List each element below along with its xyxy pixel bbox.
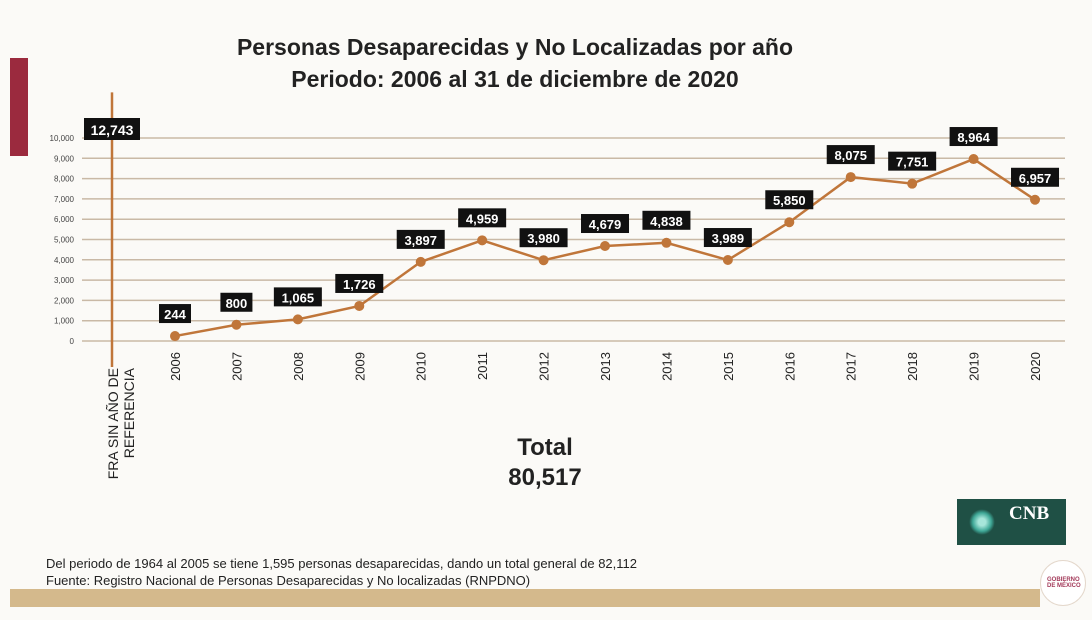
data-label: 800 <box>226 296 248 311</box>
data-point <box>722 255 733 266</box>
x-tick-label: 2010 <box>414 352 429 381</box>
y-tick-label: 10,000 <box>50 134 75 143</box>
data-point <box>292 314 303 325</box>
data-label-bg <box>949 127 998 147</box>
data-label-bg <box>888 151 937 171</box>
x-tick-label: 2020 <box>1028 352 1043 381</box>
x-tick-label: 2018 <box>905 352 920 381</box>
data-label-bg <box>826 145 875 165</box>
data-label-bg <box>273 287 322 307</box>
x-tick-label: 2012 <box>537 352 552 381</box>
x-tick-label: 2015 <box>721 352 736 381</box>
y-tick-label: 9,000 <box>54 154 75 163</box>
y-tick-label: 0 <box>70 337 75 346</box>
data-point <box>784 217 795 228</box>
data-label: 1,726 <box>343 277 376 292</box>
logo-mark-icon <box>969 509 995 535</box>
source: Fuente: Registro Nacional de Personas De… <box>46 573 531 588</box>
data-label-bg <box>519 228 568 248</box>
data-point <box>661 237 672 248</box>
data-point <box>170 331 180 342</box>
y-tick-label: 7,000 <box>54 195 75 204</box>
y-tick-label: 5,000 <box>54 236 75 245</box>
cnb-logo: CNB <box>957 499 1066 545</box>
total-label: Total <box>517 434 573 461</box>
footnote: Del periodo de 1964 al 2005 se tiene 1,5… <box>46 556 637 571</box>
x-tick-label: 2017 <box>844 352 859 381</box>
data-point <box>415 256 426 267</box>
data-label-bg <box>642 210 691 230</box>
data-label: 5,850 <box>773 193 806 208</box>
data-label: 4,838 <box>650 214 683 229</box>
data-point <box>845 172 856 183</box>
data-label: 6,957 <box>1019 171 1052 186</box>
y-tick-label: 1,000 <box>54 317 75 326</box>
data-point <box>477 235 488 246</box>
data-point <box>231 319 242 330</box>
data-label-bg <box>84 118 140 140</box>
data-label: 12,743 <box>91 122 134 138</box>
data-point <box>907 178 918 189</box>
data-label: 1,065 <box>282 290 315 305</box>
y-tick-label: 8,000 <box>54 175 75 184</box>
data-label: 3,980 <box>527 231 560 246</box>
y-tick-label: 6,000 <box>54 215 75 224</box>
x-tick-label: 2016 <box>782 352 797 381</box>
x-tick-label: 2006 <box>168 352 183 381</box>
chart-subtitle: Periodo: 2006 al 31 de diciembre de 2020 <box>291 66 739 92</box>
data-label-bg <box>396 229 445 249</box>
data-label-bg <box>765 190 814 210</box>
reference-label: REFERENCIA <box>121 367 137 458</box>
data-label-bg <box>703 228 752 248</box>
x-tick-label: 2007 <box>229 352 244 381</box>
gobierno-seal: GOBIERNO DE MÉXICO <box>1040 560 1086 606</box>
x-tick-label: 2011 <box>475 352 490 380</box>
data-label: 8,964 <box>957 130 990 145</box>
x-tick-label: 2013 <box>598 352 613 381</box>
chart-title: Personas Desaparecidas y No Localizadas … <box>236 34 794 60</box>
x-tick-label: 2008 <box>291 352 306 381</box>
data-label-bg <box>220 292 253 312</box>
data-label: 7,751 <box>896 155 929 170</box>
data-point <box>968 154 979 165</box>
x-tick-label: 2019 <box>967 352 982 381</box>
footer-band <box>10 589 1040 607</box>
reference-label: FRA SIN AÑO DE <box>105 368 121 479</box>
data-label: 4,959 <box>466 211 499 226</box>
x-tick-label: 2014 <box>659 352 674 381</box>
data-point <box>354 300 365 311</box>
logo-text: CNB <box>1009 503 1050 524</box>
y-tick-label: 2,000 <box>54 296 75 305</box>
data-point <box>1030 194 1041 205</box>
data-label: 3,989 <box>712 231 745 246</box>
data-label-bg <box>458 208 507 228</box>
data-label-bg <box>159 304 191 324</box>
x-tick-label: 2009 <box>352 352 367 381</box>
data-point <box>538 255 549 266</box>
y-tick-label: 4,000 <box>54 256 75 265</box>
accent-bar <box>10 58 28 156</box>
data-label: 244 <box>164 307 186 322</box>
data-label-bg <box>581 214 630 234</box>
seal-text: GOBIERNO DE MÉXICO <box>1047 577 1081 589</box>
data-label: 4,679 <box>589 217 622 232</box>
data-point <box>600 241 611 252</box>
data-label-bg <box>335 273 384 293</box>
total-value: 80,517 <box>508 464 582 491</box>
data-label: 3,897 <box>404 233 437 248</box>
y-tick-label: 3,000 <box>54 276 75 285</box>
data-label-bg <box>1011 167 1060 187</box>
data-label: 8,075 <box>834 148 867 163</box>
